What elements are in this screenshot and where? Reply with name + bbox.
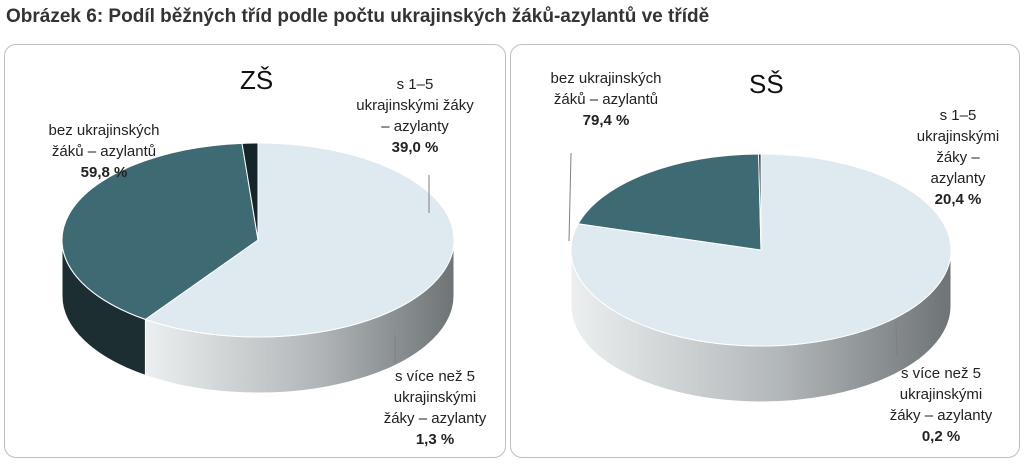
label-line: žáky –	[936, 149, 980, 166]
pie-slice-s-vice	[758, 153, 762, 251]
pie-chart-zs	[61, 142, 455, 394]
data-label: 59,8 %	[80, 164, 128, 181]
label-ss-bez: bez ukrajinských žáků – azylantů 79,4 %	[521, 68, 691, 131]
chart-panel-zs: ZŠ bez ukrajinských žáků – azylantů 59,8 %…	[4, 44, 506, 458]
label-line: žáky – azylanty	[889, 407, 993, 424]
label-zs-bez: bez ukrajinských žáků – azylantů 59,8 %	[19, 120, 189, 183]
pie-chart-ss	[568, 152, 952, 403]
data-label: 20,4 %	[934, 191, 982, 208]
label-zs-s-vice: s více než 5 ukrajinskými žáky – azylanty 1…	[367, 366, 503, 450]
label-line: – azylanty	[381, 118, 449, 135]
label-line: ukrajinskými	[916, 128, 1000, 145]
figure-title: Obrázek 6: Podíl běžných tříd podle počt…	[6, 6, 710, 27]
data-label: 0,2 %	[921, 428, 961, 445]
label-line: ukrajinskými	[899, 386, 983, 403]
label-line: s 1–5	[939, 107, 977, 124]
label-line: azylanty	[930, 170, 986, 187]
label-line: žáků – azylantů	[553, 91, 659, 108]
leader-ss-s-vice	[895, 320, 898, 358]
label-line: ukrajinskými žáky	[356, 97, 474, 114]
label-line: žáky – azylanty	[383, 410, 487, 427]
label-line: s 1–5	[396, 76, 434, 93]
pie-slice-s1-5	[61, 142, 259, 320]
chart-title-ss: SŠ	[749, 69, 784, 99]
data-label: 39,0 %	[391, 139, 439, 156]
data-label: 79,4 %	[582, 112, 630, 129]
pie-slice-s1-5	[577, 153, 762, 251]
chart-title-zs: ZŠ	[240, 65, 274, 95]
label-ss-s1-5: s 1–5 ukrajinskými žáky – azylanty 20,4 %	[903, 105, 1013, 210]
pie-slice-s-vice	[241, 142, 259, 241]
chart-panel-ss: SŠ bez ukrajinských žáků – azylantů 79,4 %…	[510, 44, 1020, 458]
label-ss-s-vice: s více než 5 ukrajinskými žáky – azylanty 0…	[873, 363, 1009, 447]
label-line: s více než 5	[394, 368, 476, 385]
label-zs-s1-5: s 1–5 ukrajinskými žáky – azylanty 39,0 %	[335, 74, 495, 158]
pie-top-ss	[570, 153, 952, 347]
pie-slice-bez	[144, 142, 455, 338]
label-line: s více než 5	[900, 365, 982, 382]
label-line: bez ukrajinských	[48, 122, 160, 139]
label-line: bez ukrajinských	[550, 70, 662, 87]
leader-ss-bez	[568, 152, 572, 242]
label-line: žáků – azylantů	[51, 143, 157, 160]
label-line: ukrajinskými	[393, 389, 477, 406]
data-label: 1,3 %	[415, 431, 455, 448]
pie-top-zs	[61, 142, 455, 338]
